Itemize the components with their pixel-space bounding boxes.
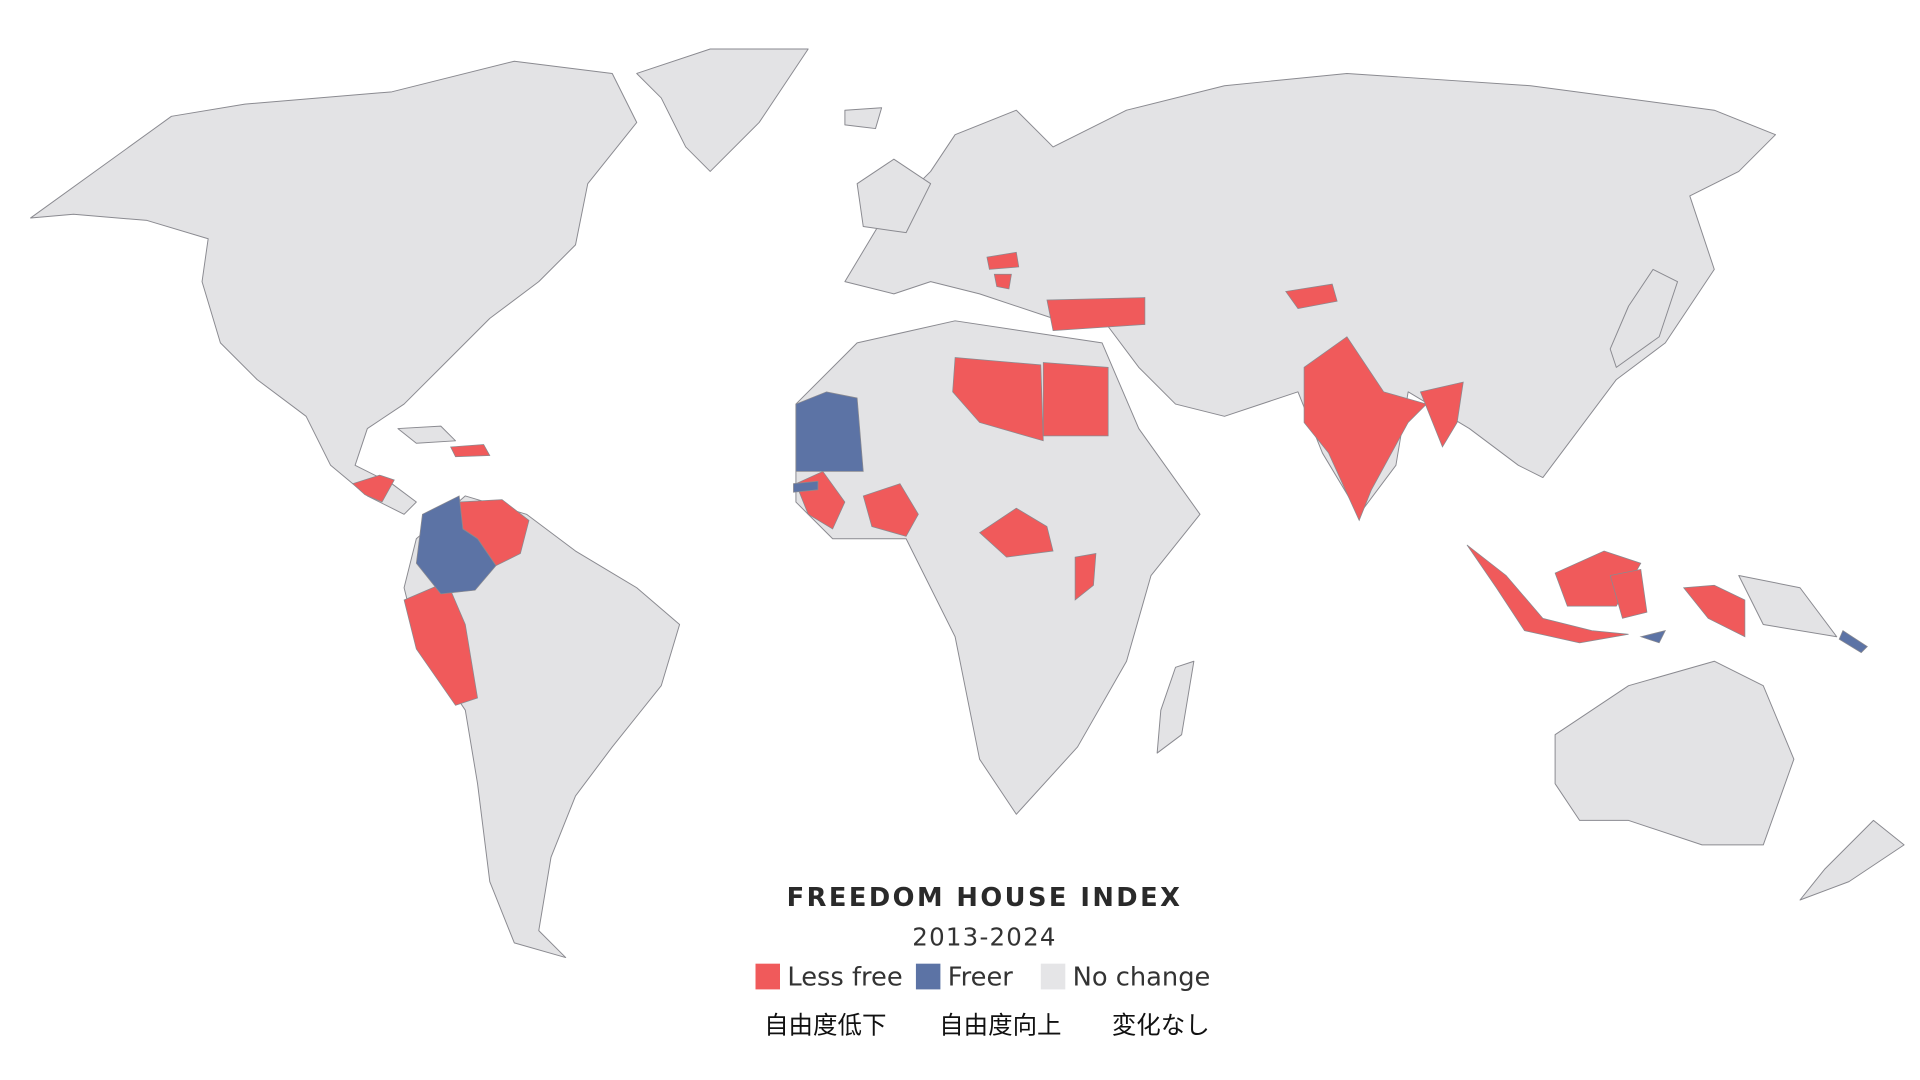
ivory-coast-togo xyxy=(862,483,919,537)
madagascar xyxy=(1156,660,1195,754)
legend-swatch xyxy=(1040,963,1066,990)
kyrgyzstan xyxy=(1285,283,1338,309)
libya xyxy=(952,357,1044,442)
legend-label-ja: 変化なし xyxy=(1112,1010,1210,1039)
colombia xyxy=(415,495,497,595)
legend-label: No change xyxy=(1073,963,1211,993)
scandinavia-uk xyxy=(856,158,932,234)
sumatra-java xyxy=(1466,544,1629,644)
mauritania xyxy=(795,391,864,472)
legend-label-ja: 自由度向上 xyxy=(939,1010,1061,1039)
iceland xyxy=(844,107,883,130)
turkey xyxy=(1046,297,1146,332)
africa xyxy=(795,320,1201,815)
legend-label: Less free xyxy=(787,963,902,993)
haiti-dr xyxy=(450,444,491,458)
map-title: FREEDOM HOUSE INDEX xyxy=(787,883,1183,913)
land xyxy=(30,48,1905,959)
legend-swatch xyxy=(915,963,941,990)
legend-label-ja: 自由度低下 xyxy=(764,1010,886,1039)
solomon xyxy=(1838,630,1868,654)
sulawesi xyxy=(1609,568,1648,619)
australia xyxy=(1554,660,1795,846)
greenland xyxy=(636,48,809,172)
new-zealand xyxy=(1799,819,1905,901)
hungary xyxy=(986,251,1020,270)
egypt xyxy=(1042,362,1109,437)
india xyxy=(1303,336,1428,522)
legend-label: Freer xyxy=(948,963,1014,993)
less-free-countries xyxy=(351,251,1746,706)
map-subtitle: 2013-2024 xyxy=(912,922,1056,951)
japan xyxy=(1609,268,1679,368)
timor xyxy=(1639,630,1666,644)
legend-box: FREEDOM HOUSE INDEX 2013-2024 xyxy=(787,883,1183,951)
myanmar xyxy=(1419,381,1464,448)
car xyxy=(978,507,1054,558)
papua xyxy=(1682,584,1746,638)
bosnia xyxy=(993,273,1012,290)
freer-countries xyxy=(415,391,1868,654)
legend-swatch xyxy=(755,963,780,990)
south-america xyxy=(403,495,681,959)
north-america xyxy=(30,60,638,515)
new-guinea xyxy=(1738,575,1838,638)
uganda xyxy=(1074,553,1097,601)
nicaragua xyxy=(351,474,395,503)
caribbean xyxy=(397,425,456,444)
gambia xyxy=(793,480,819,493)
